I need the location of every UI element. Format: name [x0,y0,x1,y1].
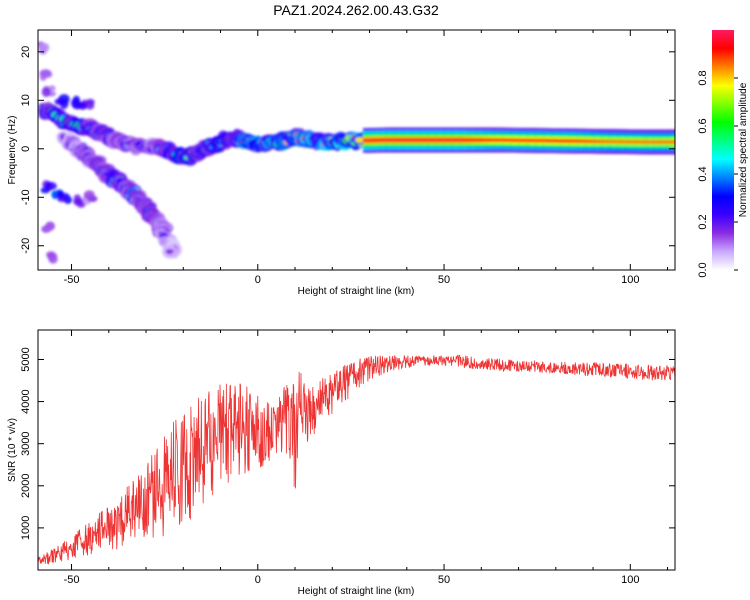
spectrogram-patch [48,254,58,264]
spectrogram-ytick-label: 10 [20,94,32,106]
spectrogram-patch [39,69,52,78]
spectrogram-core [355,137,364,143]
colorbar-tick-label: 0.8 [697,70,709,85]
spectrogram-core [165,248,174,255]
spectrogram-patch [78,101,88,110]
colorbar-label: Normalized spectral amplitude [738,82,749,217]
snr-series-line [38,354,675,565]
snr-panel: -50 0 50 100 1000 2000 3000 4000 5000 Height of … [7,329,676,597]
spectrogram-patch [72,95,81,105]
snr-ytick-label: 4000 [20,389,32,413]
spectrogram-ylabel: Frequency (Hz) [7,116,18,185]
snr-xtick-label: 0 [255,574,261,586]
colorbar-tick-label: 0.2 [697,214,709,229]
spectrogram-panel: -50 0 50 100 -20 -10 0 10 20 Height of straight … [7,29,676,297]
spectrogram-ytick-label: 0 [20,146,32,152]
spectrogram-xtick-label: -50 [64,274,80,286]
spectrogram-band [371,138,379,143]
spectrogram-band [367,138,375,143]
colorbar-tick-label: 0.4 [697,166,709,181]
snr-ytick-label: 3000 [20,431,32,455]
colorbar-tick-label: 0.6 [697,118,709,133]
spectrogram-frame [37,29,676,271]
snr-frame [37,329,676,571]
spectrogram-image [38,41,675,264]
colorbar-ticks: 0.0 0.2 0.4 0.6 0.8 [697,70,738,278]
snr-ticks: -50 0 50 100 1000 2000 3000 4000 5000 [20,330,675,586]
spectrogram-patch [41,87,51,97]
spectrogram-xtick-label: 50 [438,274,450,286]
spectrogram-patch [54,98,66,106]
spectrogram-patch [83,190,95,200]
spectrogram-patch [48,85,56,92]
spectrogram-xtick-label: 0 [255,274,261,286]
spectrogram-patch [85,101,95,110]
spectrogram-patch [42,226,52,233]
colorbar-bar [712,30,734,270]
spectrogram-patch [73,198,85,206]
snr-ytick-label: 5000 [20,347,32,371]
spectrogram-xlabel: Height of straight line (km) [298,286,415,297]
spectrogram-band [671,140,675,144]
figure-title: PAZ1.2024.262.00.43.G32 [273,2,439,18]
spectrogram-ytick-label: -20 [20,238,32,254]
colorbar: 0.0 0.2 0.4 0.6 0.8 Normalized spectral ampl… [697,30,749,278]
snr-ytick-label: 1000 [20,516,32,540]
spectrogram-xtick-label: 100 [621,274,639,286]
spectrogram-patch [38,42,50,53]
spectrogram-patch [44,181,57,191]
snr-xtick-label: -50 [64,574,80,586]
snr-ylabel: SNR (10 * v/v) [7,418,18,482]
spectrogram-patch [60,192,70,200]
spectrogram-ticks: -50 0 50 100 -20 -10 0 10 20 [20,30,675,286]
snr-xlabel: Height of straight line (km) [298,586,415,597]
spectrogram-band [375,138,383,143]
colorbar-tick-label: 0.0 [697,262,709,277]
snr-ytick-label: 2000 [20,474,32,498]
snr-xtick-label: 50 [438,574,450,586]
spectrogram-ytick-label: 20 [20,46,32,58]
spectrogram-patch [51,191,58,198]
spectrogram-band [380,138,388,143]
spectrogram-band [362,138,370,143]
spectrogram-ytick-label: -10 [20,189,32,205]
snr-xtick-label: 100 [621,574,639,586]
